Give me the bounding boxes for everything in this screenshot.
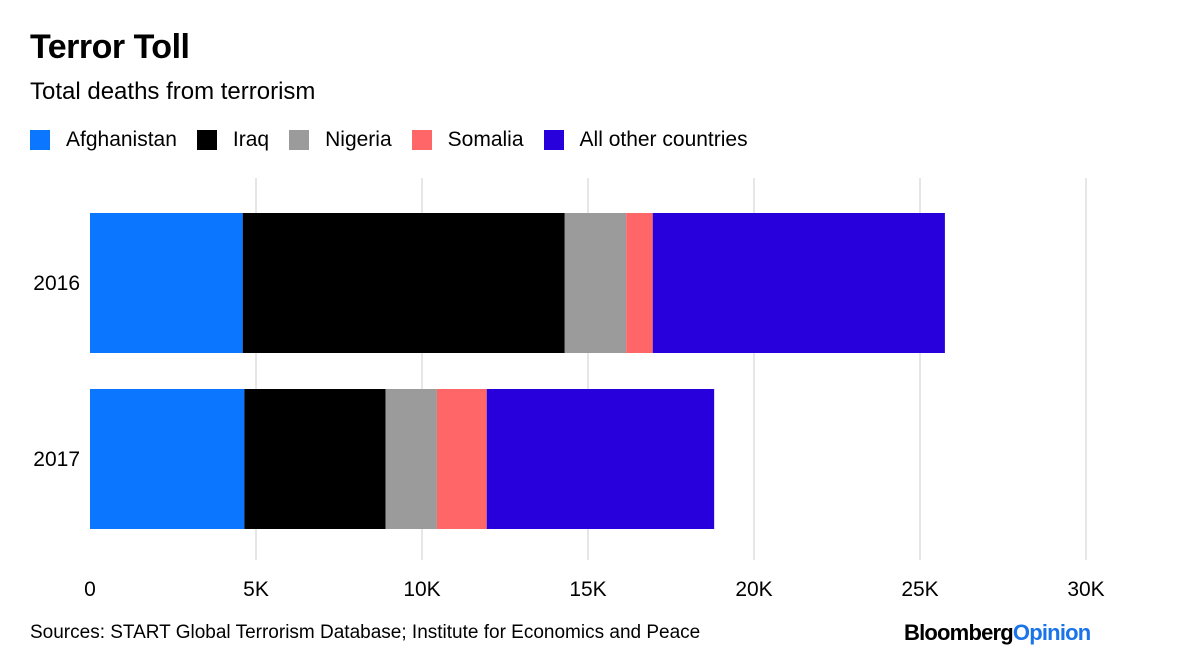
legend-label: Afghanistan bbox=[66, 128, 177, 151]
x-tick-label: 0 bbox=[84, 578, 96, 601]
legend-label: All other countries bbox=[579, 128, 748, 151]
bar-segment-2016-afghanistan bbox=[90, 213, 243, 353]
legend-item-somalia: Somalia bbox=[411, 128, 524, 152]
legend-label: Nigeria bbox=[325, 128, 392, 151]
legend-item-nigeria: Nigeria bbox=[289, 128, 392, 152]
bar-segment-2017-all-other-countries bbox=[486, 389, 715, 529]
bar-segment-2017-nigeria bbox=[385, 389, 437, 529]
logo-part-opinion: Opinion bbox=[1012, 620, 1091, 645]
bar-segment-2016-iraq bbox=[242, 213, 565, 353]
x-tick-label: 30K bbox=[1067, 578, 1104, 601]
legend-item-all-other-countries: All other countries bbox=[543, 128, 748, 152]
bar-segment-2017-afghanistan bbox=[90, 389, 245, 529]
y-category-label: 2016 bbox=[33, 272, 80, 295]
legend-label: Iraq bbox=[232, 128, 270, 151]
legend-swatch bbox=[411, 130, 432, 150]
logo-part-bloomberg: Bloomberg bbox=[904, 620, 1014, 645]
y-category-label: 2017 bbox=[33, 448, 80, 471]
bar-segment-2017-iraq bbox=[244, 389, 386, 529]
x-tick-label: 5K bbox=[243, 578, 269, 601]
legend-swatch bbox=[289, 130, 310, 150]
legend-item-iraq: Iraq bbox=[196, 128, 270, 152]
source-note: Sources: START Global Terrorism Database… bbox=[30, 622, 701, 643]
legend-item-afghanistan: Afghanistan bbox=[30, 128, 177, 152]
legend-swatch bbox=[196, 130, 217, 150]
legend-swatch bbox=[543, 130, 564, 150]
bar-segment-2017-somalia bbox=[436, 389, 487, 529]
bar-segment-2016-somalia bbox=[626, 213, 653, 353]
x-tick-label: 20K bbox=[735, 578, 772, 601]
bar-segment-2016-all-other-countries bbox=[652, 213, 945, 353]
x-tick-label: 10K bbox=[403, 578, 440, 601]
legend-swatch bbox=[30, 130, 50, 150]
chart-subtitle: Total deaths from terrorism bbox=[30, 78, 316, 105]
bar-segment-2016-nigeria bbox=[564, 213, 627, 353]
chart-title: Terror Toll bbox=[30, 28, 190, 66]
legend-label: Somalia bbox=[447, 128, 524, 151]
bloomberg-opinion-logo: BloombergOpinion bbox=[904, 620, 1091, 646]
x-tick-label: 15K bbox=[569, 578, 606, 601]
legend: Afghanistan Iraq Nigeria Somalia All other c… bbox=[30, 128, 768, 152]
x-tick-label: 25K bbox=[901, 578, 938, 601]
